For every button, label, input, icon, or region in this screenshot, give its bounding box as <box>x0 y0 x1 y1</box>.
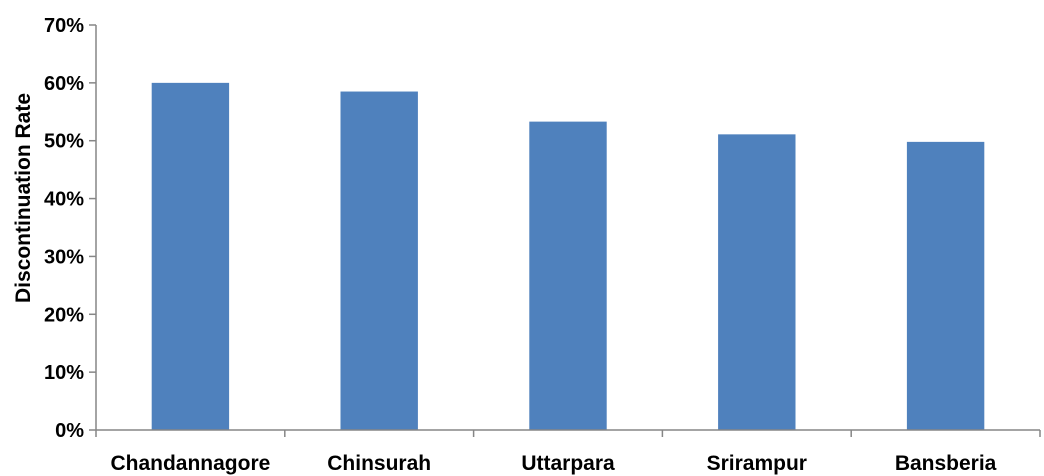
y-tick-label: 0% <box>55 420 84 442</box>
bars-group <box>151 82 985 431</box>
bar <box>906 141 985 430</box>
y-tick-label: 70% <box>44 15 84 37</box>
y-axis-title-group: Discontinuation Rate <box>12 93 35 303</box>
x-category-label: Chandannagore <box>110 452 270 475</box>
bar <box>340 91 418 431</box>
y-tick-label: 50% <box>44 131 84 153</box>
bar <box>718 134 796 430</box>
bar <box>529 121 607 430</box>
y-axis-ticks: 0% 10% 20% 30% 40% 50% 60% 70% <box>44 15 96 442</box>
x-category-label: Uttarpara <box>521 452 615 475</box>
x-category-label: Bansberia <box>895 452 997 475</box>
y-tick-label: 30% <box>44 246 84 268</box>
y-tick-label: 40% <box>44 189 84 211</box>
y-tick-label: 20% <box>44 304 84 326</box>
x-axis-ticks: Chandannagore Chinsurah Uttarpara Srirampur… <box>95 430 1041 475</box>
y-tick-label: 10% <box>44 362 84 384</box>
y-tick-label: 60% <box>44 73 84 95</box>
bar <box>151 82 230 430</box>
x-category-label: Srirampur <box>707 452 807 475</box>
x-category-label: Chinsurah <box>327 452 431 475</box>
y-axis-title: Discontinuation Rate <box>12 93 35 303</box>
